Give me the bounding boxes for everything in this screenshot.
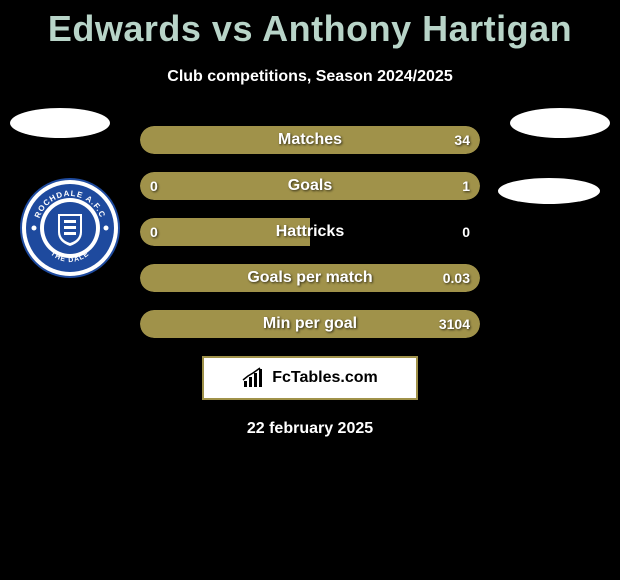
stat-label: Matches bbox=[140, 126, 480, 154]
stat-right-value: 1 bbox=[462, 172, 470, 200]
stat-right-value: 0 bbox=[462, 218, 470, 246]
stats-area: ROCHDALE A.F.C THE DALE Matches340Goals1… bbox=[0, 126, 620, 338]
subtitle: Club competitions, Season 2024/2025 bbox=[0, 68, 620, 86]
stat-right-value: 0.03 bbox=[443, 264, 470, 292]
page-title: Edwards vs Anthony Hartigan bbox=[0, 0, 620, 50]
stat-row: Matches34 bbox=[140, 126, 480, 154]
player-left-avatar bbox=[10, 108, 110, 138]
stat-row: Min per goal3104 bbox=[140, 310, 480, 338]
stat-label: Hattricks bbox=[140, 218, 480, 246]
brand-box: FcTables.com bbox=[202, 356, 418, 400]
stat-row: 0Goals1 bbox=[140, 172, 480, 200]
stat-row: 0Hattricks0 bbox=[140, 218, 480, 246]
brand-label: FcTables.com bbox=[272, 369, 378, 387]
stat-label: Goals per match bbox=[140, 264, 480, 292]
stat-label: Goals bbox=[140, 172, 480, 200]
date-label: 22 february 2025 bbox=[0, 420, 620, 438]
stat-right-value: 34 bbox=[454, 126, 470, 154]
stat-right-value: 3104 bbox=[439, 310, 470, 338]
player-right-avatar bbox=[510, 108, 610, 138]
stat-row: Goals per match0.03 bbox=[140, 264, 480, 292]
chart-icon bbox=[242, 367, 266, 389]
stat-label: Min per goal bbox=[140, 310, 480, 338]
club-badge-left: ROCHDALE A.F.C THE DALE bbox=[20, 178, 120, 278]
stat-rows: Matches340Goals10Hattricks0Goals per mat… bbox=[140, 126, 480, 338]
club-right-avatar bbox=[498, 178, 600, 204]
